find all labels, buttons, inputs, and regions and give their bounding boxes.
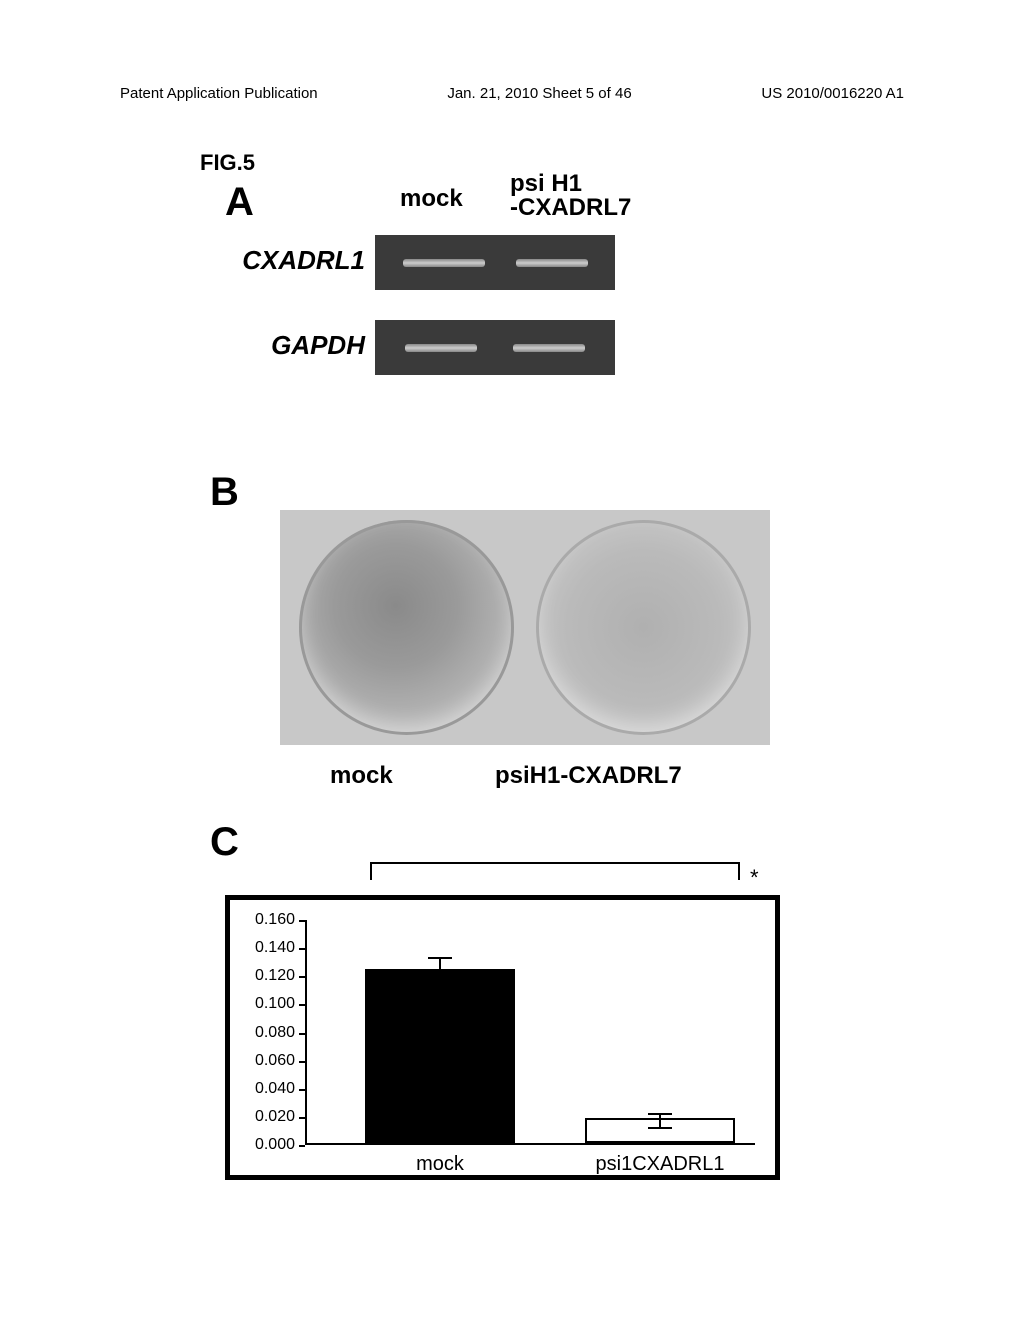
chart-ytick — [299, 976, 305, 978]
chart-ytick — [299, 1117, 305, 1119]
gel-band — [516, 259, 588, 267]
panel-b-caption-treated: psiH1-CXADRL7 — [495, 762, 682, 790]
gel-image-cxadrl1 — [375, 235, 615, 290]
chart-ytick — [299, 920, 305, 922]
chart-error-cap — [648, 1113, 672, 1115]
dish-container — [280, 510, 770, 745]
chart-bar — [365, 969, 515, 1143]
chart-ytick-label: 0.080 — [255, 1024, 295, 1042]
chart-error-bar — [439, 957, 441, 985]
chart-ytick-label: 0.060 — [255, 1052, 295, 1070]
chart-ytick-label: 0.120 — [255, 967, 295, 985]
gel-image-gapdh — [375, 320, 615, 375]
gel-band — [513, 344, 585, 352]
gel-row-label-2: GAPDH — [195, 330, 365, 361]
panel-b-letter: B — [210, 470, 239, 515]
gel-band — [403, 259, 485, 267]
chart-ytick-label: 0.140 — [255, 939, 295, 957]
chart-x-label: mock — [416, 1153, 464, 1176]
panel-a-col-treated: psi H1 -CXADRL7 — [510, 172, 631, 220]
page-header: Patent Application Publication Jan. 21, … — [0, 85, 1024, 102]
chart-x-axis — [305, 1143, 755, 1145]
chart-ytick — [299, 1089, 305, 1091]
header-center: Jan. 21, 2010 Sheet 5 of 46 — [447, 85, 631, 102]
chart-ytick — [299, 1061, 305, 1063]
significance-bracket — [370, 862, 740, 880]
chart-x-label: psi1CXADRL1 — [596, 1153, 725, 1176]
panel-a-col-mock: mock — [400, 185, 463, 213]
panel-a-letter: A — [225, 180, 254, 225]
figure-label: FIG.5 — [200, 150, 255, 176]
dish-treated — [536, 520, 751, 735]
chart-error-cap — [428, 985, 452, 987]
chart-error-cap — [648, 1127, 672, 1129]
chart-ytick — [299, 948, 305, 950]
chart-error-bar — [659, 1113, 661, 1127]
chart-y-axis — [305, 920, 307, 1145]
header-left: Patent Application Publication — [120, 85, 318, 102]
panel-a-col-treated-line1: psi H1 — [510, 170, 582, 197]
chart-plot-area: 0.0000.0200.0400.0600.0800.1000.1200.140… — [305, 920, 755, 1145]
chart-ytick — [299, 1033, 305, 1035]
chart-ytick-label: 0.020 — [255, 1108, 295, 1126]
chart-ytick-label: 0.160 — [255, 911, 295, 929]
panel-a-col-treated-line2: -CXADRL7 — [510, 194, 631, 221]
chart-ytick — [299, 1004, 305, 1006]
chart-error-cap — [428, 957, 452, 959]
chart-ytick-label: 0.000 — [255, 1136, 295, 1154]
dish-mock — [299, 520, 514, 735]
panel-b-caption-mock: mock — [330, 762, 393, 790]
chart-ytick-label: 0.100 — [255, 995, 295, 1013]
chart-ytick — [299, 1145, 305, 1147]
gel-row-label-1: CXADRL1 — [195, 245, 365, 276]
chart-ytick-label: 0.040 — [255, 1080, 295, 1098]
chart-frame: 0.000 0.020 0.040 0.060 0.080 0.100 0.120 0.140… — [225, 895, 780, 1180]
header-right: US 2010/0016220 A1 — [761, 85, 904, 102]
panel-c-letter: C — [210, 820, 239, 865]
gel-band — [405, 344, 477, 352]
significance-star: * — [750, 865, 759, 891]
